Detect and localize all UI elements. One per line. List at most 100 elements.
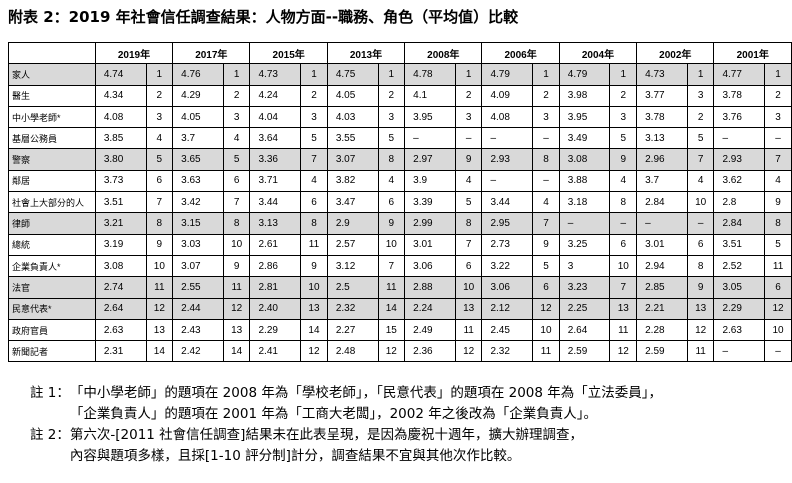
cell: 3: [686, 84, 715, 107]
year-header: 2001年: [713, 41, 792, 65]
cell: 4.24: [249, 84, 302, 107]
table-row: 律師 3.21 8 3.15 8 3.13 8 2.9 9 2.99 8 2.95 7– – – –2.84 8: [8, 212, 792, 235]
cell: 7: [532, 212, 560, 235]
cell: 13: [454, 297, 483, 320]
cell: 2.41: [249, 340, 302, 363]
note-line: 「企業負責人」的題項在 2001 年為「工商大老闆」，2002 年之後改為「企業…: [69, 406, 597, 422]
cell: 2.57: [326, 233, 379, 256]
table-row: 家人 4.74 1 4.76 1 4.73 1 4.75 1 4.78 1 4.79 1 4.79 1 4.7…: [8, 63, 792, 86]
cell: 2.59: [558, 340, 611, 363]
table-row: 警察 3.80 5 3.65 5 3.36 7 3.07 8 2.97 9 2.93 8 3.08 9 2.9…: [8, 148, 792, 171]
note-line: 第六次-[2011 社會信任調查]結果未在此表呈現，是因為慶祝十週年，擴大辦理調…: [69, 427, 583, 443]
cell: 3.62: [713, 169, 766, 193]
cell: 11: [145, 276, 174, 299]
cell: 2.94: [636, 254, 688, 278]
cell: 3.51: [94, 191, 147, 214]
row-label: 基層公務員: [8, 127, 96, 150]
cell: 2.12: [481, 297, 534, 320]
table-row: 基層公務員 3.85 4 3.7 4 3.64 5 3.55 5– – – –3.49 5 3.13 5– –: [8, 127, 792, 150]
cell: 2: [454, 84, 483, 107]
header-row: 2019年 2017年 2015年 2013年 2008年 2006年 2004年 2002年…: [8, 41, 792, 65]
cell: 9: [222, 254, 251, 278]
cell: 9: [377, 212, 406, 235]
cell: 11: [454, 318, 483, 342]
row-label: 警察: [8, 148, 96, 171]
cell: 3: [300, 105, 328, 129]
cell: 1: [609, 63, 638, 86]
cell: 4: [609, 169, 638, 193]
cell: –: [713, 340, 766, 363]
cell: 3.39: [404, 191, 456, 214]
cell: 2.8: [713, 191, 766, 214]
cell: 3.21: [94, 212, 147, 235]
cell: 9: [454, 148, 483, 171]
cell: 6: [145, 169, 174, 193]
cell: 4.73: [636, 63, 688, 86]
cell: 5: [764, 233, 792, 256]
cell: 12: [222, 297, 251, 320]
cell: 12: [609, 340, 638, 363]
cell: 3.07: [326, 148, 379, 171]
cell: 3: [532, 105, 560, 129]
cell: 6: [454, 254, 483, 278]
cell: 5: [377, 127, 406, 150]
table-row: 中小學老師* 4.08 3 4.05 3 4.04 3 4.03 3 3.95 3 4.08 3 3.95…: [8, 105, 792, 129]
cell: 10: [609, 254, 638, 278]
cell: 2.86: [249, 254, 302, 278]
cell: 4: [222, 127, 251, 150]
cell: 12: [532, 297, 560, 320]
cell: 4.05: [326, 84, 379, 107]
title: 附表 2：2019 年社會信任調查結果：人物方面--職務、角色（平均值）比較: [8, 8, 519, 26]
cell: 2.5: [326, 276, 379, 299]
cell: –: [454, 127, 483, 150]
cell: 10: [222, 233, 251, 256]
cell: 3.07: [172, 254, 224, 278]
cell: –: [713, 127, 766, 150]
corner: [8, 41, 96, 65]
cell: 1: [145, 63, 174, 86]
cell: 2.93: [481, 148, 534, 171]
cell: 2.63: [713, 318, 766, 342]
cell: 3.15: [172, 212, 224, 235]
cell: 7: [377, 254, 406, 278]
cell: 4.05: [172, 105, 224, 129]
cell: 3.78: [713, 84, 766, 107]
cell: 12: [377, 340, 406, 363]
cell: 2.44: [172, 297, 224, 320]
cell: 4: [532, 191, 560, 214]
cell: 3.65: [172, 148, 224, 171]
cell: –: [609, 212, 638, 235]
cell: 3.51: [713, 233, 766, 256]
cell: –: [764, 340, 792, 363]
cell: 3: [377, 105, 406, 129]
cell: 2.81: [249, 276, 302, 299]
cell: 7: [609, 276, 638, 299]
cell: 5: [454, 191, 483, 214]
table-row: 社會上大部分的人 3.51 7 3.42 7 3.44 6 3.47 6 3.39 5 3.44 4 3.…: [8, 191, 792, 214]
cell: 10: [764, 318, 792, 342]
cell: 2.29: [249, 318, 302, 342]
cell: 3.01: [404, 233, 456, 256]
cell: 3.63: [172, 169, 224, 193]
note: 註 2： 第六次-[2011 社會信任調查]結果未在此表呈現，是因為慶祝十週年，擴…: [30, 425, 662, 467]
note-line: 內容與題項多樣，且採[1-10 評分制]計分，調查結果不宜與其他次作比較。: [69, 448, 521, 464]
cell: 2.96: [636, 148, 688, 171]
cell: –: [481, 169, 534, 193]
cell: 8: [454, 212, 483, 235]
cell: 3.08: [94, 254, 147, 278]
cell: 3.23: [558, 276, 611, 299]
cell: 2.40: [249, 297, 302, 320]
cell: 4.79: [558, 63, 611, 86]
table-row: 民意代表* 2.64 12 2.44 12 2.40 13 2.32 14 2.24 13 2.12 1…: [8, 297, 792, 320]
note-line: 「中小學老師」的題項在 2008 年為「學校老師」，「民意代表」的題項在 200…: [69, 385, 663, 401]
cell: 7: [300, 148, 328, 171]
cell: 2: [764, 84, 792, 107]
note-label: 註 2：: [30, 427, 70, 443]
cell: 4.34: [94, 84, 147, 107]
cell: 2: [377, 84, 406, 107]
cell: 3.13: [636, 127, 688, 150]
cell: 3.12: [326, 254, 379, 278]
cell: 2.45: [481, 318, 534, 342]
cell: 13: [609, 297, 638, 320]
cell: 2.97: [404, 148, 456, 171]
